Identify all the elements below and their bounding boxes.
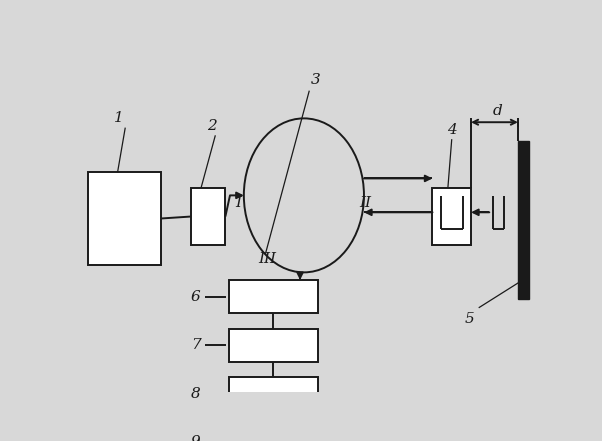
Text: 1: 1 — [114, 112, 124, 125]
Text: I: I — [235, 196, 241, 210]
Bar — [229, 280, 318, 313]
Text: II: II — [359, 196, 371, 210]
Bar — [229, 426, 318, 441]
Text: 4: 4 — [447, 123, 457, 137]
Text: 8: 8 — [191, 387, 200, 400]
Text: 3: 3 — [311, 73, 320, 87]
Text: III: III — [259, 252, 277, 266]
Bar — [88, 172, 161, 265]
Text: 5: 5 — [465, 312, 474, 325]
Text: 2: 2 — [206, 119, 216, 133]
Bar — [432, 188, 471, 246]
Text: 9: 9 — [191, 435, 200, 441]
Bar — [229, 329, 318, 362]
Text: 6: 6 — [191, 290, 200, 303]
Bar — [191, 188, 225, 246]
Polygon shape — [518, 142, 529, 299]
Text: 7: 7 — [191, 338, 200, 352]
Text: d: d — [492, 104, 502, 118]
Bar — [229, 377, 318, 410]
